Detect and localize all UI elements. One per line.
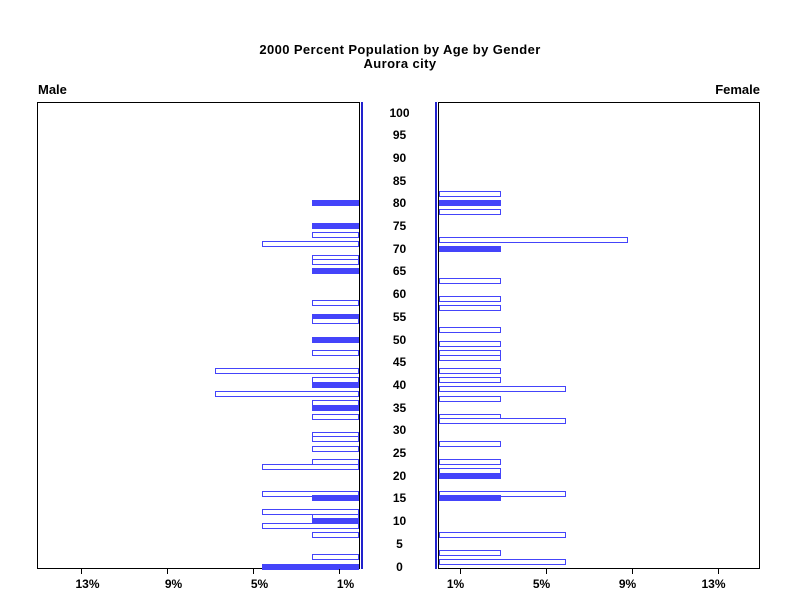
bar-male-age-35 bbox=[311, 404, 359, 411]
bar-female-age-39 bbox=[439, 386, 566, 393]
age-tick-label-65: 65 bbox=[392, 264, 407, 279]
bar-female-age-46 bbox=[439, 354, 502, 361]
age-tick-label-10: 10 bbox=[392, 514, 407, 529]
age-tick-label-40: 40 bbox=[392, 377, 407, 392]
bar-female-age-70 bbox=[439, 245, 502, 252]
bar-female-age-52 bbox=[439, 327, 502, 334]
bar-female-age-7 bbox=[439, 531, 566, 538]
male-plot-area bbox=[37, 102, 360, 570]
age-tick-label-100: 100 bbox=[389, 105, 410, 120]
bar-male-age-71 bbox=[262, 241, 359, 248]
bar-male-age-47 bbox=[311, 350, 359, 357]
age-tick-label-30: 30 bbox=[392, 423, 407, 438]
bar-male-age-2 bbox=[311, 554, 359, 561]
bar-male-age-26 bbox=[311, 445, 359, 452]
age-tick-label-50: 50 bbox=[392, 332, 407, 347]
age-tick-label-60: 60 bbox=[392, 287, 407, 302]
bar-female-age-1 bbox=[439, 559, 566, 565]
age-tick-label-25: 25 bbox=[392, 446, 407, 460]
age-tick-label-20: 20 bbox=[392, 468, 407, 483]
age-tick-label-85: 85 bbox=[392, 173, 407, 188]
male-side-label: Male bbox=[38, 82, 67, 97]
bar-female-age-80 bbox=[439, 200, 502, 207]
bar-male-age-40 bbox=[311, 381, 359, 388]
bar-male-age-38 bbox=[214, 391, 359, 397]
bar-female-age-59 bbox=[439, 295, 502, 302]
male-zero-axis-line bbox=[361, 102, 363, 569]
age-tick-label-70: 70 bbox=[392, 241, 407, 256]
bar-male-age-16 bbox=[262, 490, 359, 497]
bar-female-age-16 bbox=[439, 490, 566, 497]
male-xtick-1-mark bbox=[338, 569, 340, 574]
age-tick-label-5: 5 bbox=[396, 536, 403, 551]
bar-female-age-78 bbox=[439, 209, 502, 216]
bar-female-age-49 bbox=[439, 341, 502, 347]
bar-female-age-43 bbox=[439, 368, 502, 375]
bar-male-age-9 bbox=[262, 522, 359, 529]
bar-male-age-54 bbox=[311, 318, 359, 325]
bar-male-age-73 bbox=[311, 232, 359, 239]
age-tick-label-15: 15 bbox=[392, 491, 407, 506]
male-xtick-13-label: 13% bbox=[75, 577, 100, 591]
bar-female-age-37 bbox=[439, 395, 502, 402]
bar-female-age-41 bbox=[439, 377, 502, 384]
bar-male-age-7 bbox=[311, 531, 359, 538]
bar-male-age-28 bbox=[311, 436, 359, 443]
bar-male-age-12 bbox=[262, 509, 359, 515]
chart-title: 2000 Percent Population by Age by Gender bbox=[259, 42, 541, 57]
bar-male-age-15 bbox=[311, 495, 359, 502]
female-xtick-9-mark bbox=[631, 569, 633, 574]
chart-subtitle: Aurora city bbox=[363, 56, 437, 71]
age-tick-label-35: 35 bbox=[392, 400, 407, 415]
bar-male-age-58 bbox=[311, 300, 359, 307]
female-side-label: Female bbox=[715, 82, 760, 97]
female-xtick-1-mark bbox=[459, 569, 461, 574]
female-xtick-5-mark bbox=[545, 569, 547, 574]
bar-male-age-43 bbox=[214, 368, 359, 375]
bar-male-age-22 bbox=[262, 463, 359, 470]
bar-female-age-32 bbox=[439, 418, 566, 425]
female-zero-axis-line bbox=[435, 102, 437, 569]
age-tick-label-55: 55 bbox=[392, 309, 407, 324]
female-xtick-13-label: 13% bbox=[701, 577, 726, 591]
female-xtick-9-label: 9% bbox=[618, 577, 637, 591]
age-tick-label-0: 0 bbox=[396, 559, 403, 574]
bar-male-age-67 bbox=[311, 259, 359, 266]
bar-female-age-82 bbox=[439, 191, 502, 198]
bar-male-age-80 bbox=[311, 200, 359, 207]
bar-female-age-3 bbox=[439, 549, 502, 556]
male-xtick-5-label: 5% bbox=[250, 577, 269, 591]
age-tick-label-90: 90 bbox=[392, 150, 407, 165]
bar-female-age-23 bbox=[439, 459, 502, 466]
bar-female-age-72 bbox=[439, 236, 629, 243]
male-xtick-13-mark bbox=[80, 569, 82, 574]
bar-male-age-50 bbox=[311, 336, 359, 343]
male-xtick-5-mark bbox=[252, 569, 254, 574]
bar-female-age-15 bbox=[439, 495, 502, 502]
male-xtick-9-mark bbox=[166, 569, 168, 574]
bar-male-age-65 bbox=[311, 268, 359, 275]
age-tick-label-80: 80 bbox=[392, 196, 407, 211]
bar-female-age-63 bbox=[439, 277, 502, 284]
bar-female-age-20 bbox=[439, 472, 502, 479]
female-xtick-13-mark bbox=[717, 569, 719, 574]
bar-male-age-0 bbox=[262, 563, 359, 570]
male-xtick-9-label: 9% bbox=[164, 577, 183, 591]
male-xtick-1-label: 1% bbox=[336, 577, 355, 591]
female-xtick-1-label: 1% bbox=[446, 577, 465, 591]
age-tick-label-95: 95 bbox=[392, 128, 407, 143]
bar-female-age-57 bbox=[439, 304, 502, 311]
female-plot-area bbox=[438, 102, 760, 569]
bar-female-age-27 bbox=[439, 440, 502, 447]
bar-male-age-33 bbox=[311, 413, 359, 420]
age-tick-label-45: 45 bbox=[392, 355, 407, 370]
age-tick-label-75: 75 bbox=[392, 219, 407, 233]
bar-male-age-75 bbox=[311, 223, 359, 229]
female-xtick-5-label: 5% bbox=[532, 577, 551, 591]
